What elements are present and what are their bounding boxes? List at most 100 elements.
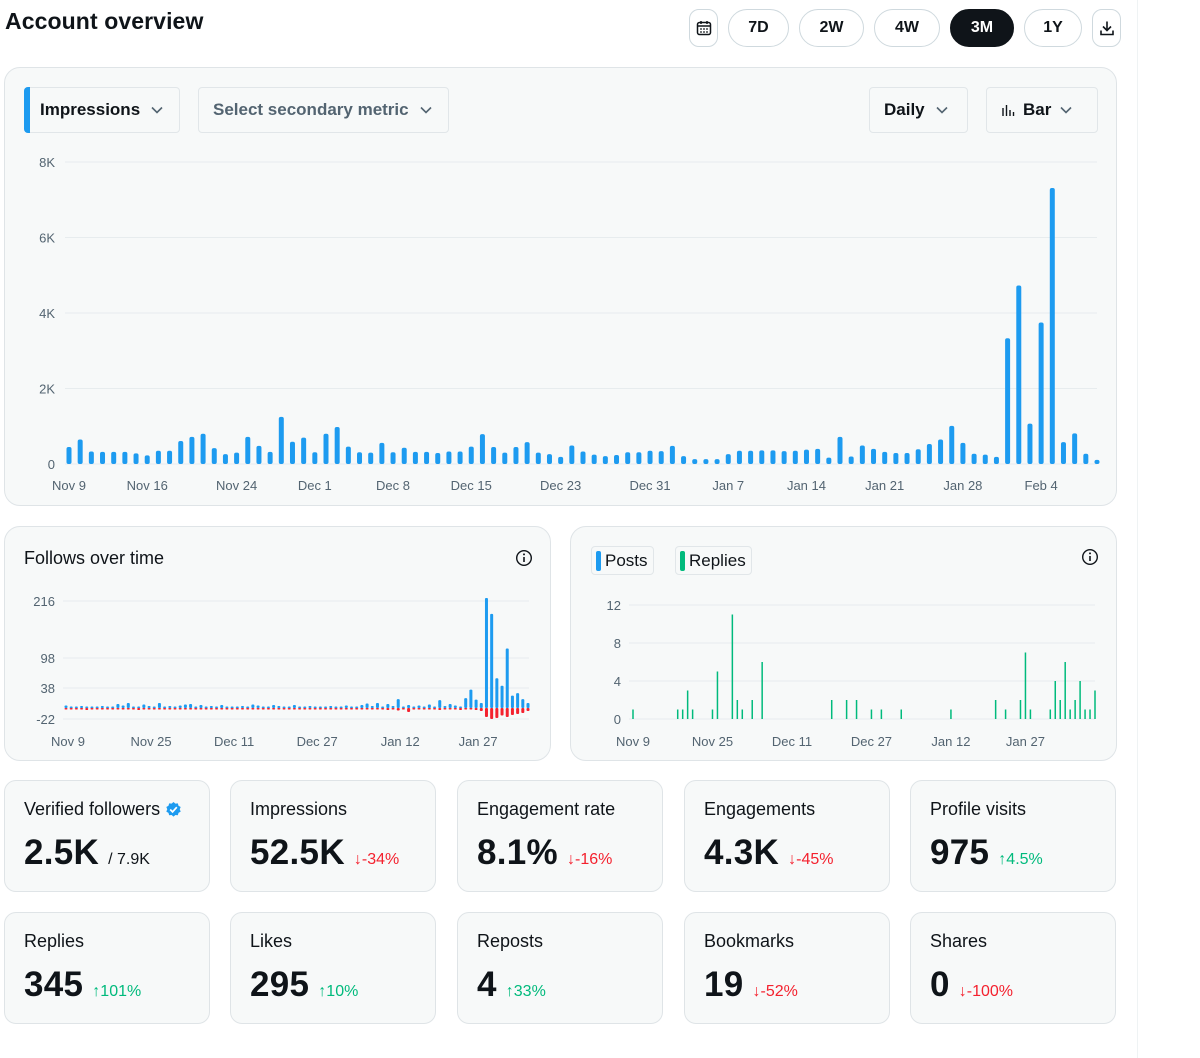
unfollows-bar bbox=[246, 708, 250, 710]
follows-bar bbox=[427, 704, 431, 708]
follows-bar bbox=[199, 705, 203, 708]
follows-chart-panel: Follows over time -22 38 98 216 Nov 9 Nov 25 D… bbox=[4, 526, 551, 761]
legend-replies[interactable]: Replies bbox=[675, 546, 752, 575]
stat-delta-value: 33% bbox=[513, 983, 546, 1000]
follows-bar bbox=[479, 703, 483, 708]
x-tick-label: Jan 21 bbox=[865, 478, 904, 493]
impressions-bar bbox=[658, 451, 664, 464]
impressions-bar bbox=[714, 459, 720, 464]
x-tick-label: Nov 16 bbox=[127, 478, 168, 493]
legend-posts[interactable]: Posts bbox=[591, 546, 654, 575]
replies-bar bbox=[711, 709, 714, 719]
unfollows-bar bbox=[183, 708, 187, 710]
impressions-bar bbox=[1016, 285, 1022, 464]
stat-card-bookmarks[interactable]: Bookmarks 19 ↓-52% bbox=[684, 912, 890, 1024]
replies-bar bbox=[845, 700, 848, 719]
stat-label: Shares bbox=[930, 931, 987, 952]
unfollows-bar bbox=[407, 708, 411, 712]
stat-card-engagement-rate[interactable]: Engagement rate 8.1% ↓-16% bbox=[457, 780, 663, 892]
follows-bar bbox=[474, 699, 478, 708]
range-7d-button[interactable]: 7D bbox=[728, 9, 789, 47]
x-tick-label: Dec 27 bbox=[297, 734, 338, 749]
stat-label-text: Replies bbox=[24, 931, 85, 951]
impressions-bar bbox=[1005, 338, 1011, 464]
y-tick-label: 2K bbox=[39, 382, 55, 397]
range-1y-button[interactable]: 1Y bbox=[1024, 9, 1082, 47]
x-tick-label: Nov 9 bbox=[616, 734, 650, 749]
follows-bar bbox=[277, 706, 281, 708]
range-3m-button[interactable]: 3M bbox=[950, 9, 1014, 47]
stat-card-profile-visits[interactable]: Profile visits 975 ↑4.5% bbox=[910, 780, 1116, 892]
stat-card-impressions[interactable]: Impressions 52.5K ↓-34% bbox=[230, 780, 436, 892]
replies-bar bbox=[994, 700, 997, 719]
download-button[interactable] bbox=[1092, 9, 1121, 47]
replies-bar bbox=[1059, 700, 1061, 719]
stat-value: 8.1% bbox=[477, 833, 558, 872]
follows-bar bbox=[173, 706, 177, 708]
follows-bar bbox=[266, 706, 270, 708]
stat-delta: ↑10% bbox=[318, 983, 358, 1001]
follows-bar bbox=[111, 706, 115, 708]
primary-metric-dropdown[interactable]: Impressions bbox=[24, 87, 180, 133]
arrow-up-icon: ↑ bbox=[505, 983, 514, 1000]
follows-bar bbox=[510, 695, 514, 708]
replies-bar bbox=[1019, 700, 1022, 719]
impressions-bar bbox=[938, 439, 944, 464]
impressions-bar bbox=[803, 449, 809, 464]
stat-card-verified-followers[interactable]: Verified followers 2.5K / 7.9K bbox=[4, 780, 210, 892]
stat-card-reposts[interactable]: Reposts 4 ↑33% bbox=[457, 912, 663, 1024]
follows-bar bbox=[225, 706, 229, 708]
replies-bar bbox=[751, 700, 753, 719]
page-title: Account overview bbox=[5, 8, 204, 34]
chart-style-dropdown[interactable]: Bar bbox=[986, 87, 1098, 133]
info-icon[interactable] bbox=[515, 549, 533, 567]
calendar-button[interactable] bbox=[689, 9, 718, 47]
posts-swatch bbox=[596, 550, 601, 571]
follows-bar bbox=[526, 703, 530, 708]
secondary-metric-dropdown[interactable]: Select secondary metric bbox=[198, 87, 449, 133]
unfollows-bar bbox=[74, 708, 78, 710]
x-tick-label: Nov 25 bbox=[130, 734, 171, 749]
y-tick-label: 38 bbox=[41, 681, 55, 696]
impressions-bar bbox=[725, 454, 731, 464]
impressions-bar bbox=[88, 451, 94, 464]
impressions-bar bbox=[256, 445, 262, 464]
follows-bar bbox=[64, 705, 68, 708]
follows-bar bbox=[308, 706, 312, 708]
stat-value: 4.3K bbox=[704, 833, 780, 872]
impressions-bar bbox=[457, 451, 463, 464]
unfollows-bar bbox=[69, 708, 73, 710]
unfollows-bar bbox=[95, 708, 99, 710]
range-4w-button[interactable]: 4W bbox=[874, 9, 940, 47]
impressions-bar bbox=[971, 453, 977, 464]
impressions-bar bbox=[1072, 433, 1078, 464]
unfollows-bar bbox=[142, 708, 146, 710]
unfollows-bar bbox=[106, 708, 110, 710]
stat-card-shares[interactable]: Shares 0 ↓-100% bbox=[910, 912, 1116, 1024]
arrow-down-icon: ↓ bbox=[958, 983, 967, 1000]
stat-card-engagements[interactable]: Engagements 4.3K ↓-45% bbox=[684, 780, 890, 892]
follows-bar bbox=[287, 706, 291, 708]
unfollows-bar bbox=[417, 708, 421, 710]
granularity-dropdown[interactable]: Daily bbox=[869, 87, 968, 133]
follows-bar bbox=[147, 706, 151, 708]
range-2w-button[interactable]: 2W bbox=[799, 9, 864, 47]
follows-bar bbox=[100, 706, 104, 708]
x-tick-label: Jan 27 bbox=[459, 734, 498, 749]
follows-bar bbox=[298, 706, 302, 708]
impressions-bar bbox=[815, 448, 821, 464]
unfollows-bar bbox=[261, 708, 265, 710]
impressions-bar bbox=[133, 453, 139, 464]
info-icon[interactable] bbox=[1081, 548, 1099, 566]
follows-bar bbox=[303, 706, 307, 708]
arrow-down-icon: ↓ bbox=[788, 851, 797, 868]
stat-label: Reposts bbox=[477, 931, 543, 952]
stat-card-replies[interactable]: Replies 345 ↑101% bbox=[4, 912, 210, 1024]
unfollows-bar bbox=[495, 708, 499, 718]
stat-delta-value: -100% bbox=[966, 983, 1014, 1000]
stat-card-likes[interactable]: Likes 295 ↑10% bbox=[230, 912, 436, 1024]
follows-bar bbox=[204, 706, 208, 708]
unfollows-bar bbox=[422, 708, 426, 710]
download-icon bbox=[1099, 21, 1114, 36]
stat-label-text: Shares bbox=[930, 931, 988, 951]
